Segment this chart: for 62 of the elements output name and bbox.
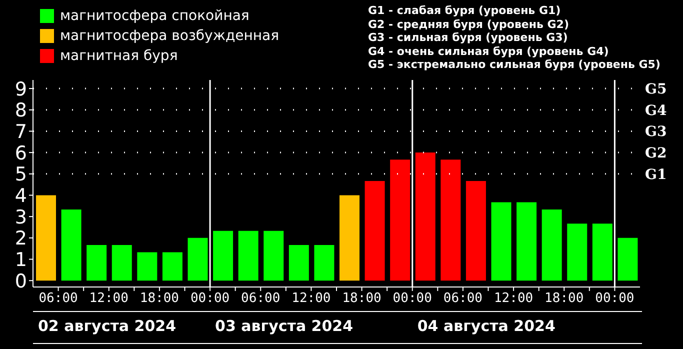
bar [340, 195, 360, 281]
bar [592, 224, 612, 281]
ref-line-label: G5 [645, 82, 667, 98]
x-tick-label: 00:00 [595, 291, 634, 306]
x-tick-label: 00:00 [392, 291, 432, 306]
x-tick-label: 12:00 [89, 291, 128, 306]
y-tick-label: 3 [14, 206, 27, 228]
bar [86, 244, 107, 281]
text: G1 - слабая буря (уровень G1) [368, 4, 562, 18]
y-tick-label: 8 [14, 100, 27, 122]
legend-label: магнитная буря [60, 48, 178, 64]
text: G3 - сильная буря (уровень G3) [368, 31, 569, 44]
text: G5 - экстремально сильная буря (уровень G5) [368, 58, 660, 72]
text: G4 - очень сильная буря (уровень G4) [368, 44, 610, 58]
x-tick-label: 12:00 [292, 291, 331, 306]
y-tick-label: 9 [14, 78, 27, 100]
text: 03 августа 2024 [215, 317, 354, 335]
ref-line-label: G2 [645, 146, 667, 162]
bar [516, 202, 537, 281]
bar [567, 224, 588, 281]
bar [61, 210, 82, 281]
bar [466, 180, 486, 281]
bar [314, 244, 334, 281]
y-tick-label: 0 [14, 270, 27, 292]
x-tick-label: 18:00 [140, 291, 180, 306]
bar [264, 230, 284, 281]
bar [491, 202, 512, 281]
y-tick-label: 1 [14, 249, 27, 272]
bar [36, 195, 56, 281]
bar [618, 238, 638, 281]
bar [364, 180, 385, 281]
bar [542, 210, 562, 281]
ref-line-label: G1 [645, 166, 667, 183]
y-tick-label: 4 [14, 184, 27, 207]
x-tick-label: 06:00 [241, 291, 280, 306]
bar [238, 230, 258, 281]
text: 02 августа 2024 [38, 317, 176, 335]
bar [188, 238, 208, 281]
ref-line-label: G4 [645, 102, 667, 119]
legend-label: магнитосфера спокойная [60, 8, 250, 24]
bar [288, 244, 309, 281]
x-tick-label: 00:00 [190, 291, 230, 306]
y-tick-label: 6 [14, 142, 27, 164]
y-tick-label: 2 [14, 228, 27, 250]
x-tick-label: 06:00 [38, 291, 78, 306]
y-tick-label: 5 [14, 164, 27, 186]
bar [213, 230, 234, 281]
x-tick-label: 06:00 [443, 291, 483, 306]
x-tick-label: 18:00 [544, 291, 584, 306]
x-tick-label: 12:00 [494, 291, 534, 306]
bar [112, 244, 132, 281]
legend-label: магнитосфера возбужденная [60, 28, 280, 44]
x-tick-label: 18:00 [342, 291, 382, 306]
text: 04 августа 2024 [417, 317, 556, 335]
y-tick-label: 7 [14, 120, 27, 143]
bar [137, 252, 158, 281]
bar [162, 252, 182, 281]
bar [415, 152, 436, 281]
bar [390, 160, 410, 281]
text: G2 - средняя буря (уровень G2) [368, 18, 570, 31]
bar [440, 160, 461, 281]
ref-line-label: G3 [645, 124, 667, 140]
